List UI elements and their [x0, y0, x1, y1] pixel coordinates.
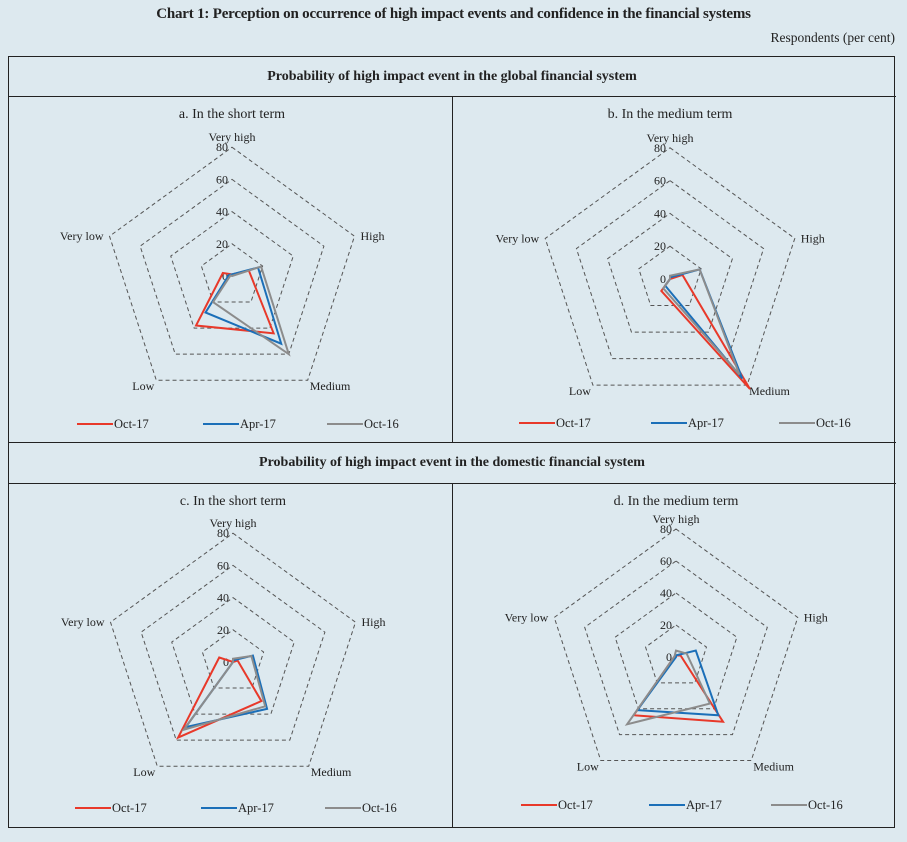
legend-label: Oct-16 [362, 801, 397, 815]
axis-label-very-low: Very low [496, 231, 540, 245]
axis-label-medium: Medium [311, 765, 352, 779]
tick-label: 60 [217, 558, 229, 572]
tick-label: 80 [217, 526, 229, 540]
panel-title: c. In the short term [180, 494, 286, 509]
grid-ring-60 [139, 178, 325, 355]
tick-label: 60 [216, 172, 228, 186]
legend-item-oct-17: Oct-17 [75, 801, 147, 815]
axis-label-high: High [361, 615, 385, 629]
axis-label-medium: Medium [310, 379, 351, 393]
grid-ring-80 [108, 146, 356, 381]
divider [452, 96, 453, 442]
grid-ring-60 [140, 564, 326, 741]
tick-label: 20 [217, 623, 229, 637]
legend-item-apr-17: Apr-17 [651, 416, 724, 430]
legend-item-oct-17: Oct-17 [77, 417, 149, 431]
tick-label: 80 [654, 141, 666, 155]
axis-label-very-low: Very low [60, 229, 104, 243]
grid-ring-20 [200, 243, 264, 303]
axis-label-low: Low [569, 384, 591, 398]
legend-label: Oct-17 [556, 416, 591, 430]
axis-label-high: High [360, 229, 384, 243]
tick-label: 0 [223, 655, 229, 669]
tick-label: 0 [666, 650, 672, 664]
series-apr-17 [635, 649, 720, 717]
axis-label-low: Low [133, 765, 155, 779]
legend-label: Oct-17 [114, 417, 149, 431]
tick-label: 0 [660, 272, 666, 286]
legend-item-oct-16: Oct-16 [779, 416, 851, 430]
tick-label: 0 [222, 269, 228, 283]
legend-label: Oct-17 [558, 798, 593, 812]
legend-item-apr-17: Apr-17 [203, 417, 276, 431]
section-header-global: Probability of high impact event in the … [267, 69, 637, 84]
legend-item-oct-17: Oct-17 [519, 416, 591, 430]
series-oct-16 [624, 649, 712, 726]
tick-label: 20 [660, 618, 672, 632]
grid-ring-80 [109, 532, 357, 767]
legend-label: Oct-16 [808, 798, 843, 812]
chart-title: Chart 1: Perception on occurrence of hig… [156, 6, 751, 22]
series-oct-16 [211, 265, 291, 357]
panel-title: d. In the medium term [614, 494, 739, 509]
grid-ring-40 [171, 596, 295, 715]
tick-label: 80 [660, 522, 672, 536]
axis-label-low: Low [132, 379, 154, 393]
divider [8, 442, 896, 443]
tick-label: 20 [654, 239, 666, 253]
axis-label-very-high: Very high [209, 130, 256, 144]
axis-label-high: High [801, 231, 825, 245]
tick-label: 40 [660, 586, 672, 600]
divider [452, 483, 453, 828]
legend-label: Apr-17 [688, 416, 724, 430]
legend-label: Apr-17 [238, 801, 274, 815]
axis-label-very-low: Very low [61, 615, 105, 629]
axis-label-very-low: Very low [505, 610, 549, 624]
legend-item-oct-17: Oct-17 [521, 798, 593, 812]
grid-ring-80 [553, 528, 799, 762]
axis-label-very-high: Very high [653, 512, 700, 526]
series-apr-17 [663, 268, 744, 380]
legend-label: Oct-16 [364, 417, 399, 431]
series-oct-16 [181, 654, 267, 732]
grid-ring-40 [170, 210, 294, 329]
grid-ring-40 [607, 212, 733, 333]
legend-item-oct-16: Oct-16 [327, 417, 399, 431]
legend-label: Oct-17 [112, 801, 147, 815]
axis-label-very-high: Very high [647, 131, 694, 145]
series-oct-16 [661, 268, 741, 376]
legend-item-oct-16: Oct-16 [325, 801, 397, 815]
tick-label: 40 [654, 206, 666, 220]
grid-ring-20 [201, 629, 265, 689]
axis-label-medium: Medium [753, 760, 794, 774]
axis-label-very-high: Very high [210, 516, 257, 530]
tick-label: 40 [216, 205, 228, 219]
panel-title: b. In the medium term [608, 107, 733, 122]
tick-label: 60 [654, 174, 666, 188]
tick-label: 80 [216, 140, 228, 154]
tick-label: 20 [216, 237, 228, 251]
legend-item-apr-17: Apr-17 [649, 798, 722, 812]
grid-ring-80 [544, 147, 796, 386]
axis-label-medium: Medium [749, 384, 790, 398]
units-label: Respondents (per cent) [770, 30, 895, 45]
grid-ring-20 [644, 624, 708, 684]
axis-label-high: High [804, 610, 828, 624]
panel-title: a. In the short term [179, 107, 285, 122]
tick-label: 60 [660, 554, 672, 568]
tick-label: 40 [217, 591, 229, 605]
axis-label-low: Low [577, 760, 599, 774]
grid-ring-60 [584, 560, 768, 736]
grid-ring-60 [575, 179, 765, 360]
legend-item-apr-17: Apr-17 [201, 801, 274, 815]
legend-label: Apr-17 [686, 798, 722, 812]
legend-item-oct-16: Oct-16 [771, 798, 843, 812]
section-header-domestic: Probability of high impact event in the … [259, 455, 645, 470]
legend-label: Oct-16 [816, 416, 851, 430]
legend-label: Apr-17 [240, 417, 276, 431]
